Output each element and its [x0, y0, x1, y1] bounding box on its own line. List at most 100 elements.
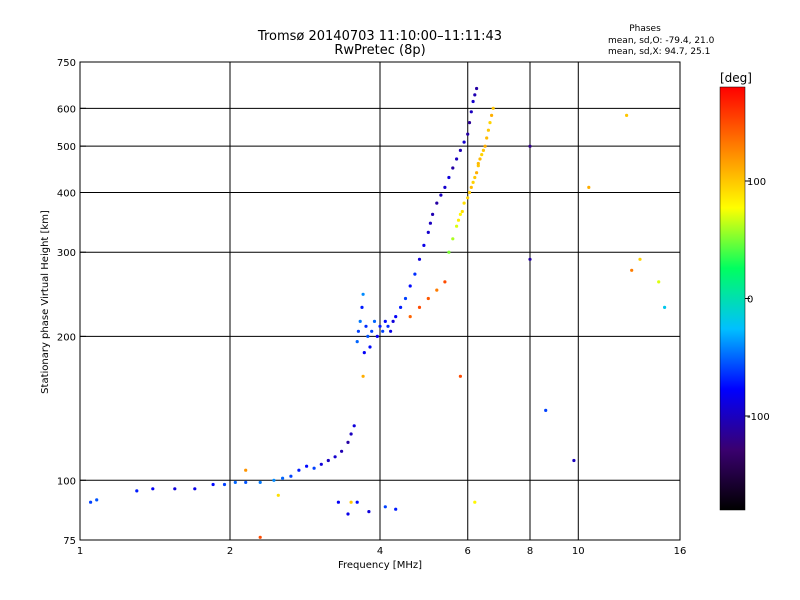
data-point — [349, 500, 353, 504]
data-point — [366, 334, 370, 338]
data-point — [244, 468, 248, 472]
data-points — [89, 86, 667, 539]
data-point — [349, 432, 353, 436]
data-point — [528, 144, 532, 148]
data-point — [475, 171, 479, 175]
data-point — [368, 345, 372, 349]
data-point — [326, 458, 330, 463]
data-point — [458, 212, 462, 216]
data-point — [355, 500, 359, 504]
y-tick-label: 75 — [63, 536, 76, 547]
data-point — [480, 153, 484, 157]
y-axis-label: Stationary phase Virtual Height [km] — [40, 210, 51, 394]
data-point — [151, 487, 155, 491]
phases-heading: Phases — [629, 24, 661, 34]
data-point — [657, 280, 661, 284]
data-point — [473, 500, 477, 504]
data-point — [364, 324, 368, 328]
colorbar-label: [deg] — [720, 71, 752, 85]
data-point — [258, 480, 262, 484]
data-point — [491, 106, 495, 110]
colorbar-tick-label: -100 — [747, 412, 770, 423]
x-tick-label: 10 — [572, 546, 585, 557]
x-axis-label: Frequency [MHz] — [338, 560, 422, 571]
data-point — [276, 493, 280, 497]
data-point — [193, 487, 197, 491]
data-point — [435, 288, 439, 292]
data-point — [473, 175, 477, 180]
y-axis-ticks: 75 100 200 300 400 500 600 750 — [57, 58, 86, 547]
chart-subtitle: RwPretec (8p) — [334, 43, 425, 58]
data-point — [469, 110, 473, 114]
data-point — [476, 164, 480, 168]
data-point — [383, 505, 387, 509]
data-point — [222, 482, 227, 487]
x-tick-label: 1 — [77, 546, 83, 557]
data-point — [443, 280, 447, 284]
data-point — [360, 305, 364, 309]
data-point — [95, 498, 99, 502]
data-point — [447, 175, 451, 180]
data-point — [485, 136, 489, 140]
data-point — [458, 148, 462, 152]
data-point — [587, 185, 591, 189]
data-point — [467, 121, 472, 125]
data-point — [483, 144, 487, 148]
data-point — [356, 329, 360, 333]
data-point — [346, 512, 350, 516]
data-point — [399, 305, 403, 309]
data-point — [361, 374, 365, 378]
data-point — [319, 462, 323, 466]
data-point — [456, 218, 461, 222]
data-point — [413, 272, 417, 276]
data-point — [467, 190, 472, 195]
data-point — [462, 201, 466, 205]
x-tick-label: 16 — [674, 546, 687, 557]
data-point — [455, 224, 459, 228]
data-point — [391, 319, 395, 323]
data-point — [383, 319, 387, 323]
data-point — [428, 221, 432, 225]
data-point — [375, 334, 379, 338]
data-point — [333, 455, 337, 459]
data-point — [460, 209, 464, 214]
x-tick-label: 2 — [227, 546, 233, 557]
data-point — [352, 424, 356, 428]
data-point — [462, 140, 466, 144]
data-point — [572, 458, 576, 463]
data-point — [451, 237, 455, 241]
data-point — [408, 315, 412, 319]
data-point — [346, 440, 350, 444]
data-point — [435, 201, 439, 205]
plot-frame — [79, 61, 681, 541]
data-point — [417, 305, 422, 309]
data-point — [381, 329, 385, 333]
data-point — [447, 250, 451, 254]
data-point — [439, 193, 443, 197]
chart-title: Tromsø 20140703 11:10:00–11:11:43 — [257, 29, 502, 44]
data-point — [358, 319, 362, 323]
data-point — [336, 500, 340, 504]
data-point — [258, 535, 262, 539]
data-point — [422, 243, 426, 247]
data-point — [544, 408, 548, 412]
data-point — [289, 474, 293, 478]
data-point — [486, 128, 490, 132]
y-tick-label: 500 — [57, 142, 76, 153]
data-point — [475, 86, 479, 91]
data-point — [431, 212, 435, 216]
x-tick-label: 4 — [377, 546, 383, 557]
colorbar — [719, 86, 746, 511]
data-point — [455, 157, 459, 161]
x-tick-label: 6 — [465, 546, 471, 557]
data-point — [478, 157, 482, 161]
data-point — [244, 480, 248, 484]
x-axis-ticks: 1 2 4 6 8 10 16 — [77, 546, 687, 557]
data-point — [426, 296, 430, 301]
data-point — [394, 315, 398, 319]
phases-mean-o: mean, sd,O: -79.4, 21.0 — [608, 36, 715, 46]
data-point — [89, 500, 93, 504]
data-point — [630, 268, 634, 272]
data-point — [466, 132, 470, 136]
data-point — [473, 93, 477, 97]
